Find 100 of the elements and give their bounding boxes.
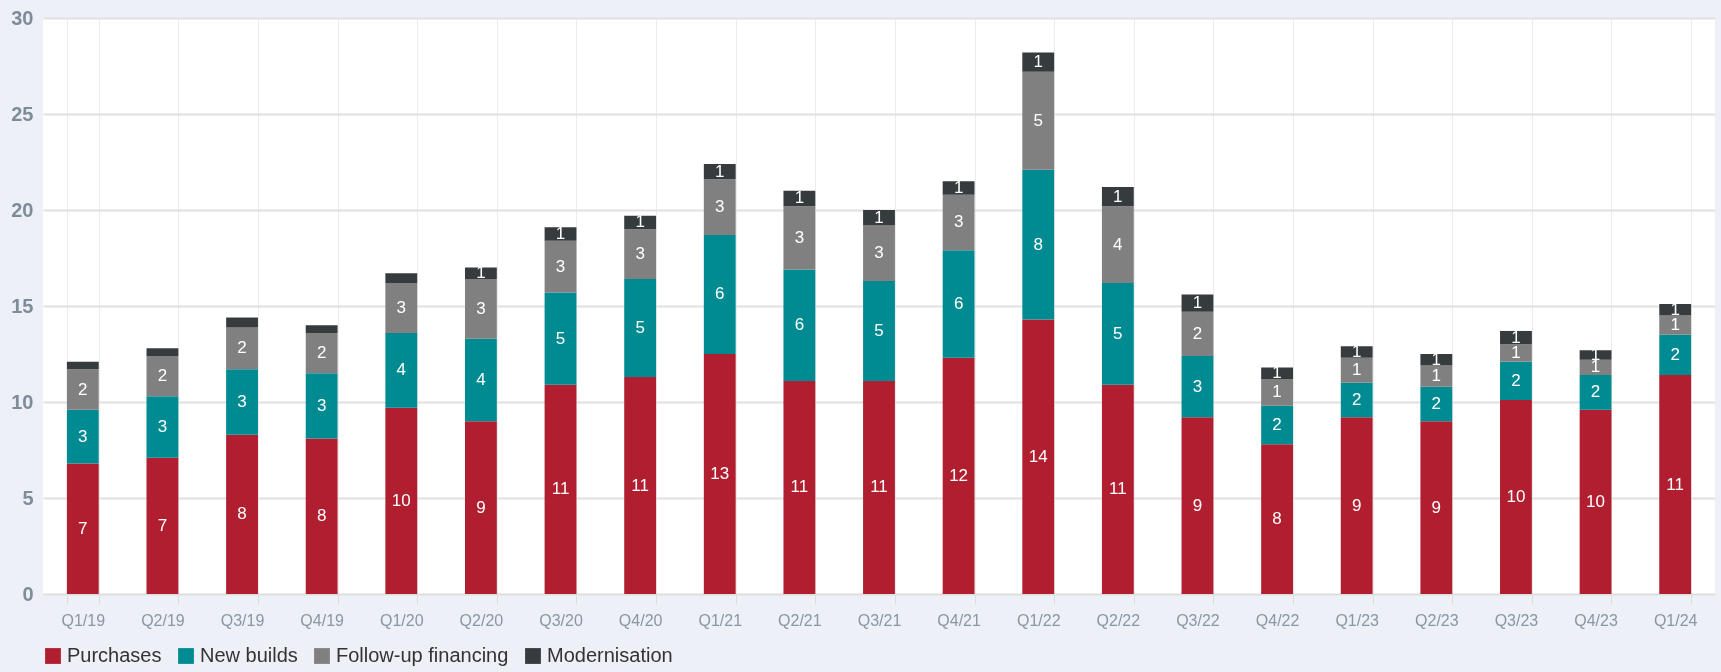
bar bbox=[1340, 357, 1373, 383]
data-label: 4 bbox=[476, 369, 486, 389]
y-tick-label: 0 bbox=[22, 582, 34, 605]
bar bbox=[1261, 378, 1294, 406]
data-label: 9 bbox=[1192, 495, 1203, 515]
data-label: 2 bbox=[1192, 323, 1203, 343]
bar bbox=[544, 240, 577, 293]
bar bbox=[1261, 367, 1294, 379]
bar bbox=[783, 206, 816, 270]
data-label: 1 bbox=[555, 224, 566, 243]
bar bbox=[783, 269, 816, 381]
data-label: 3 bbox=[237, 392, 247, 411]
data-label: 3 bbox=[157, 416, 168, 436]
x-tick-label: Q2/20 bbox=[459, 611, 504, 629]
data-label: 5 bbox=[1033, 110, 1043, 130]
x-tick-label: Q1/19 bbox=[61, 611, 106, 629]
bar bbox=[863, 281, 895, 381]
data-label: 4 bbox=[396, 360, 407, 380]
data-label: 13 bbox=[710, 464, 730, 483]
bar bbox=[1340, 417, 1373, 594]
x-tick-label: Q3/21 bbox=[857, 611, 902, 629]
bar bbox=[1261, 405, 1294, 445]
x-tick-label: Q3/19 bbox=[220, 611, 265, 629]
x-tick-label: Q3/22 bbox=[1176, 611, 1220, 629]
bar bbox=[1420, 421, 1453, 594]
bar bbox=[66, 463, 99, 594]
data-label: 6 bbox=[794, 315, 805, 335]
legend-label: Follow-up financing bbox=[336, 644, 509, 666]
bar bbox=[624, 279, 657, 378]
bar bbox=[624, 229, 657, 280]
bar bbox=[1420, 386, 1453, 422]
data-label: 6 bbox=[715, 284, 725, 304]
bar bbox=[544, 384, 577, 594]
data-label: 1 bbox=[715, 161, 725, 181]
data-label: 11 bbox=[551, 479, 570, 499]
data-label: 7 bbox=[157, 515, 168, 535]
bar bbox=[66, 409, 99, 464]
data-label: 3 bbox=[1192, 376, 1203, 396]
bar bbox=[1181, 355, 1214, 418]
data-label: 2 bbox=[157, 366, 168, 386]
data-label: 5 bbox=[874, 320, 884, 340]
data-label: 2 bbox=[1511, 370, 1521, 390]
data-label: 5 bbox=[635, 318, 645, 338]
y-tick-label: 5 bbox=[22, 486, 34, 509]
x-tick-label: Q1/20 bbox=[379, 611, 424, 629]
bar bbox=[226, 434, 258, 594]
bar bbox=[1101, 282, 1134, 385]
data-label: 7 bbox=[78, 518, 88, 538]
y-tick-label: 25 bbox=[11, 102, 34, 125]
data-label: 2 bbox=[316, 343, 327, 363]
data-label: 1 bbox=[1033, 52, 1043, 72]
bar bbox=[1022, 319, 1055, 594]
bar bbox=[703, 354, 736, 594]
data-label: 6 bbox=[953, 294, 964, 314]
data-label: 10 bbox=[391, 490, 411, 510]
data-label: 12 bbox=[949, 465, 969, 485]
bar bbox=[942, 250, 975, 358]
data-label: 3 bbox=[78, 426, 88, 446]
y-tick-label: 30 bbox=[11, 6, 34, 29]
bar bbox=[783, 380, 816, 594]
bar bbox=[1500, 400, 1532, 594]
bar bbox=[1101, 186, 1134, 207]
x-tick-label: Q2/23 bbox=[1415, 611, 1459, 629]
bar bbox=[464, 421, 497, 594]
bar bbox=[1659, 334, 1692, 376]
bar bbox=[464, 279, 497, 339]
bar bbox=[703, 234, 736, 354]
bar bbox=[1181, 294, 1214, 312]
data-label: 11 bbox=[1666, 474, 1685, 494]
bar bbox=[863, 380, 895, 594]
data-label: 3 bbox=[953, 212, 964, 232]
data-label: 9 bbox=[1431, 497, 1442, 517]
data-label: 1 bbox=[1192, 293, 1203, 313]
bar bbox=[1500, 344, 1532, 362]
data-label: 2 bbox=[1590, 382, 1601, 402]
data-label: 1 bbox=[1351, 360, 1362, 380]
data-label: 5 bbox=[1113, 323, 1123, 343]
bar bbox=[863, 225, 895, 282]
data-label: 14 bbox=[1028, 446, 1048, 466]
bar bbox=[1340, 382, 1373, 418]
data-label: 3 bbox=[316, 395, 327, 415]
x-tick-label: Q2/22 bbox=[1096, 611, 1141, 629]
data-label: 4 bbox=[1113, 234, 1123, 254]
bar bbox=[66, 369, 99, 410]
data-label: 8 bbox=[1033, 234, 1043, 254]
data-label: 9 bbox=[476, 497, 486, 517]
bar bbox=[146, 457, 179, 594]
bar bbox=[703, 179, 736, 235]
data-label: 8 bbox=[316, 506, 327, 526]
data-label: 3 bbox=[715, 197, 725, 217]
x-tick-label: Q2/21 bbox=[778, 611, 822, 629]
bar bbox=[385, 282, 418, 333]
legend-label: New builds bbox=[200, 644, 298, 666]
bar bbox=[942, 194, 975, 251]
legend-label: Modernisation bbox=[547, 644, 673, 666]
data-label: 3 bbox=[794, 227, 805, 247]
data-label: 1 bbox=[1272, 382, 1282, 402]
x-tick-label: Q4/23 bbox=[1574, 611, 1618, 629]
x-tick-label: Q3/23 bbox=[1494, 611, 1539, 629]
bar bbox=[385, 273, 418, 283]
